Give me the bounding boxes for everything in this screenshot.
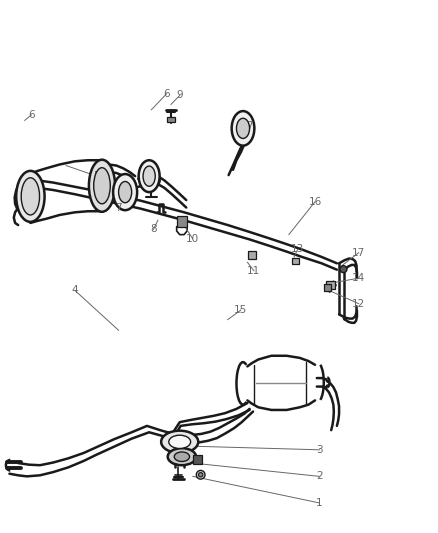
Ellipse shape: [232, 111, 254, 146]
FancyBboxPatch shape: [177, 216, 187, 227]
Ellipse shape: [143, 166, 155, 186]
Circle shape: [198, 473, 203, 477]
Ellipse shape: [89, 160, 115, 212]
Ellipse shape: [21, 178, 39, 215]
Text: 5: 5: [93, 171, 100, 181]
Ellipse shape: [174, 452, 190, 462]
Text: 8: 8: [150, 224, 157, 235]
FancyBboxPatch shape: [292, 258, 299, 264]
Ellipse shape: [237, 118, 250, 139]
Text: 14: 14: [352, 273, 365, 283]
Text: 11: 11: [247, 266, 261, 276]
Text: 6: 6: [28, 110, 35, 120]
Ellipse shape: [168, 448, 196, 465]
Ellipse shape: [169, 435, 191, 448]
Ellipse shape: [119, 182, 132, 203]
FancyBboxPatch shape: [193, 455, 201, 464]
FancyBboxPatch shape: [326, 281, 335, 289]
Ellipse shape: [16, 171, 45, 222]
Text: 3: 3: [316, 445, 323, 455]
Text: 7: 7: [246, 120, 253, 131]
Text: 15: 15: [234, 305, 247, 315]
Text: 2: 2: [316, 471, 323, 481]
Ellipse shape: [161, 431, 198, 453]
Text: 16: 16: [308, 197, 321, 207]
Circle shape: [196, 471, 205, 479]
Text: 7: 7: [115, 203, 122, 213]
Ellipse shape: [139, 160, 159, 192]
Ellipse shape: [94, 168, 110, 204]
Text: 4: 4: [71, 285, 78, 295]
Text: 9: 9: [177, 91, 183, 100]
Text: 10: 10: [186, 234, 199, 244]
Text: 1: 1: [316, 498, 323, 508]
Circle shape: [340, 265, 347, 273]
Text: 12: 12: [352, 298, 365, 309]
Text: 17: 17: [352, 248, 365, 257]
Text: 6: 6: [163, 89, 170, 99]
FancyBboxPatch shape: [167, 117, 175, 122]
Text: 13: 13: [291, 245, 304, 254]
FancyBboxPatch shape: [248, 251, 256, 259]
FancyBboxPatch shape: [324, 284, 331, 292]
Ellipse shape: [113, 174, 137, 210]
